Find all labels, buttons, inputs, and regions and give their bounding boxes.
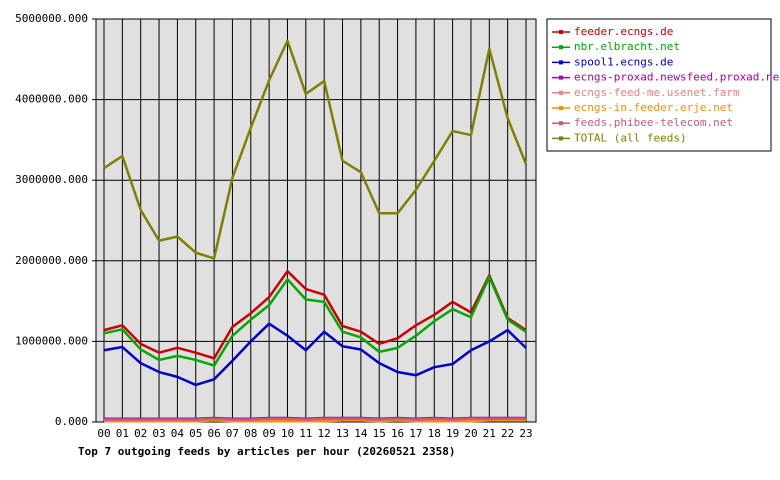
x-tick-label: 14 <box>354 427 368 440</box>
legend-label: ecngs-feed-me.usenet.farm <box>574 86 740 99</box>
legend-box <box>546 18 772 152</box>
x-tick-label: 09 <box>263 427 276 440</box>
x-tick-label: 22 <box>501 427 514 440</box>
x-tick-label: 18 <box>428 427 441 440</box>
chart-title: Top 7 outgoing feeds by articles per hou… <box>78 445 456 458</box>
legend-marker <box>559 30 563 34</box>
legend-label: ecngs-proxad.newsfeed.proxad.net <box>574 71 780 84</box>
x-tick-label: 11 <box>299 427 312 440</box>
x-tick-label: 03 <box>152 427 165 440</box>
legend-label: feeder.ecngs.de <box>574 25 673 38</box>
x-tick-label: 15 <box>373 427 386 440</box>
legend-marker <box>559 136 563 141</box>
x-tick-label: 23 <box>519 427 532 440</box>
y-tick-label: 5000000.000 <box>15 12 88 25</box>
legend-label: nbr.elbracht.net <box>574 40 680 53</box>
plot-area <box>96 19 536 422</box>
series-line <box>103 322 527 387</box>
x-tick-label: 00 <box>97 427 110 440</box>
x-tick-label: 12 <box>318 427 331 440</box>
y-tick-label: 2000000.000 <box>15 254 88 267</box>
series-line <box>104 417 526 421</box>
legend-marker <box>559 60 563 65</box>
x-tick-label: 13 <box>336 427 349 440</box>
legend-label: feeds.phibee-telecom.net <box>574 116 733 129</box>
y-tick-label: 3000000.000 <box>15 173 88 186</box>
legend-marker <box>559 106 563 110</box>
legend-label: spool1.ecngs.de <box>574 55 673 68</box>
x-tick-label: 05 <box>189 427 202 440</box>
y-tick-label: 1000000.000 <box>15 334 88 347</box>
x-tick-label: 01 <box>116 427 129 440</box>
x-tick-label: 07 <box>226 427 239 440</box>
x-tick-label: 21 <box>483 427 496 440</box>
legend-label: TOTAL (all feeds) <box>574 131 687 144</box>
legend-marker <box>559 75 563 80</box>
series-line <box>103 275 527 367</box>
series-line <box>104 419 526 423</box>
x-tick-label: 04 <box>171 427 185 440</box>
x-tick-label: 02 <box>134 427 147 440</box>
legend-marker <box>559 45 563 50</box>
series-line <box>103 39 528 260</box>
legend-marker <box>559 121 563 126</box>
legend-label: ecngs-in.feeder.erje.net <box>574 101 733 114</box>
x-tick-label: 17 <box>409 427 422 440</box>
x-tick-label: 19 <box>446 427 459 440</box>
x-tick-label: 10 <box>281 427 294 440</box>
series-line <box>103 270 527 360</box>
x-tick-label: 06 <box>207 427 220 440</box>
x-tick-label: 08 <box>244 427 257 440</box>
y-tick-label: 4000000.000 <box>15 93 88 106</box>
y-tick-label: 0.000 <box>55 415 88 428</box>
x-tick-label: 16 <box>391 427 404 440</box>
legend-marker <box>559 90 563 95</box>
x-tick-label: 20 <box>464 427 477 440</box>
